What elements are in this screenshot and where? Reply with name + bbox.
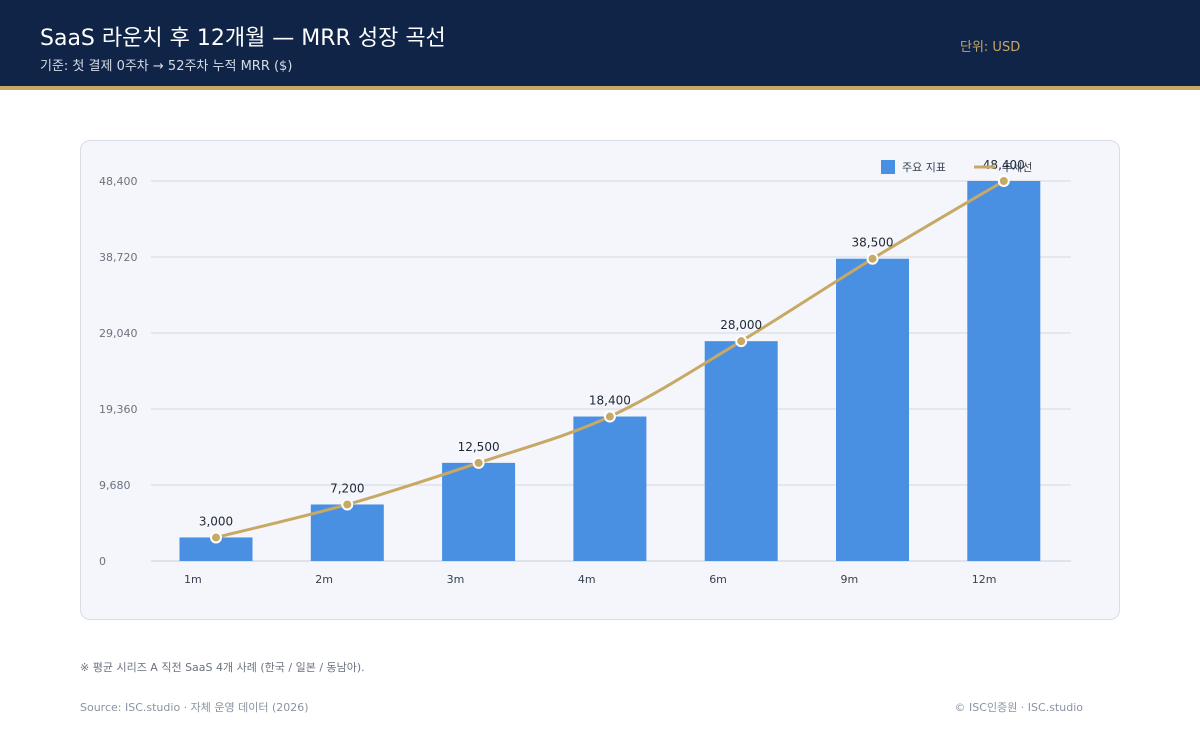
y-tick-label: 9,680 — [99, 479, 131, 492]
chart-panel: 0 9,680 19,360 29,040 38,720 48,400 3,000 7,200… — [80, 140, 1120, 620]
data-label: 38,500 — [852, 236, 894, 250]
unit-label: 단위: USD — [960, 40, 1021, 55]
x-tick-label: 12m — [972, 573, 997, 586]
x-tick-label: 4m — [578, 573, 596, 586]
bar — [442, 462, 516, 561]
copyright-text: © ISC인증원 · ISC.studio — [954, 701, 1083, 714]
data-label: 28,000 — [720, 318, 762, 332]
source-text: Source: ISC.studio · 자체 운영 데이터 (2026) — [80, 701, 309, 714]
mrr-chart: 0 9,680 19,360 29,040 38,720 48,400 3,000 7,200… — [99, 158, 1071, 586]
header-divider — [0, 86, 1200, 90]
legend-label-bar: 주요 지표 — [902, 161, 946, 174]
x-tick-label: 9m — [841, 573, 859, 586]
trend-point — [210, 531, 222, 544]
bar — [573, 416, 647, 561]
footnote: ※ 평균 시리즈 A 직전 SaaS 4개 사례 (한국 / 일본 / 동남아)… — [80, 661, 365, 674]
data-label: 3,000 — [199, 514, 233, 528]
x-tick-label: 2m — [315, 573, 333, 586]
y-tick-label: 29,040 — [99, 327, 138, 340]
bar — [967, 181, 1041, 561]
x-tick-label: 6m — [709, 573, 727, 586]
trend-point — [472, 456, 485, 469]
page-title: SaaS 라운치 후 12개월 — MRR 성장 곡선 — [40, 26, 446, 51]
data-label: 12,500 — [458, 440, 500, 454]
trend-point — [735, 335, 748, 348]
bar — [704, 341, 778, 561]
trend-point — [603, 410, 616, 423]
y-tick-label: 19,360 — [99, 403, 138, 416]
bar — [179, 537, 253, 561]
bar — [836, 258, 909, 561]
x-tick-label: 1m — [184, 573, 202, 586]
y-tick-label: 48,400 — [99, 175, 138, 188]
y-tick-label: 0 — [99, 555, 106, 568]
legend-swatch-bar — [881, 160, 895, 174]
trend-point — [341, 498, 354, 511]
data-label: 7,200 — [330, 481, 364, 495]
trend-point — [997, 175, 1010, 187]
page-subtitle: 기준: 첫 결제 0주차 → 52주차 누적 MRR ($) — [40, 59, 293, 74]
trend-point — [866, 252, 879, 265]
data-label: 18,400 — [589, 394, 631, 408]
legend-label-trend: 추세선 — [1002, 161, 1032, 174]
y-tick-label: 38,720 — [99, 251, 138, 264]
header-bar: SaaS 라운치 후 12개월 — MRR 성장 곡선 기준: 첫 결제 0주차… — [0, 0, 1200, 86]
x-tick-label: 3m — [447, 573, 465, 586]
bar — [310, 504, 384, 561]
